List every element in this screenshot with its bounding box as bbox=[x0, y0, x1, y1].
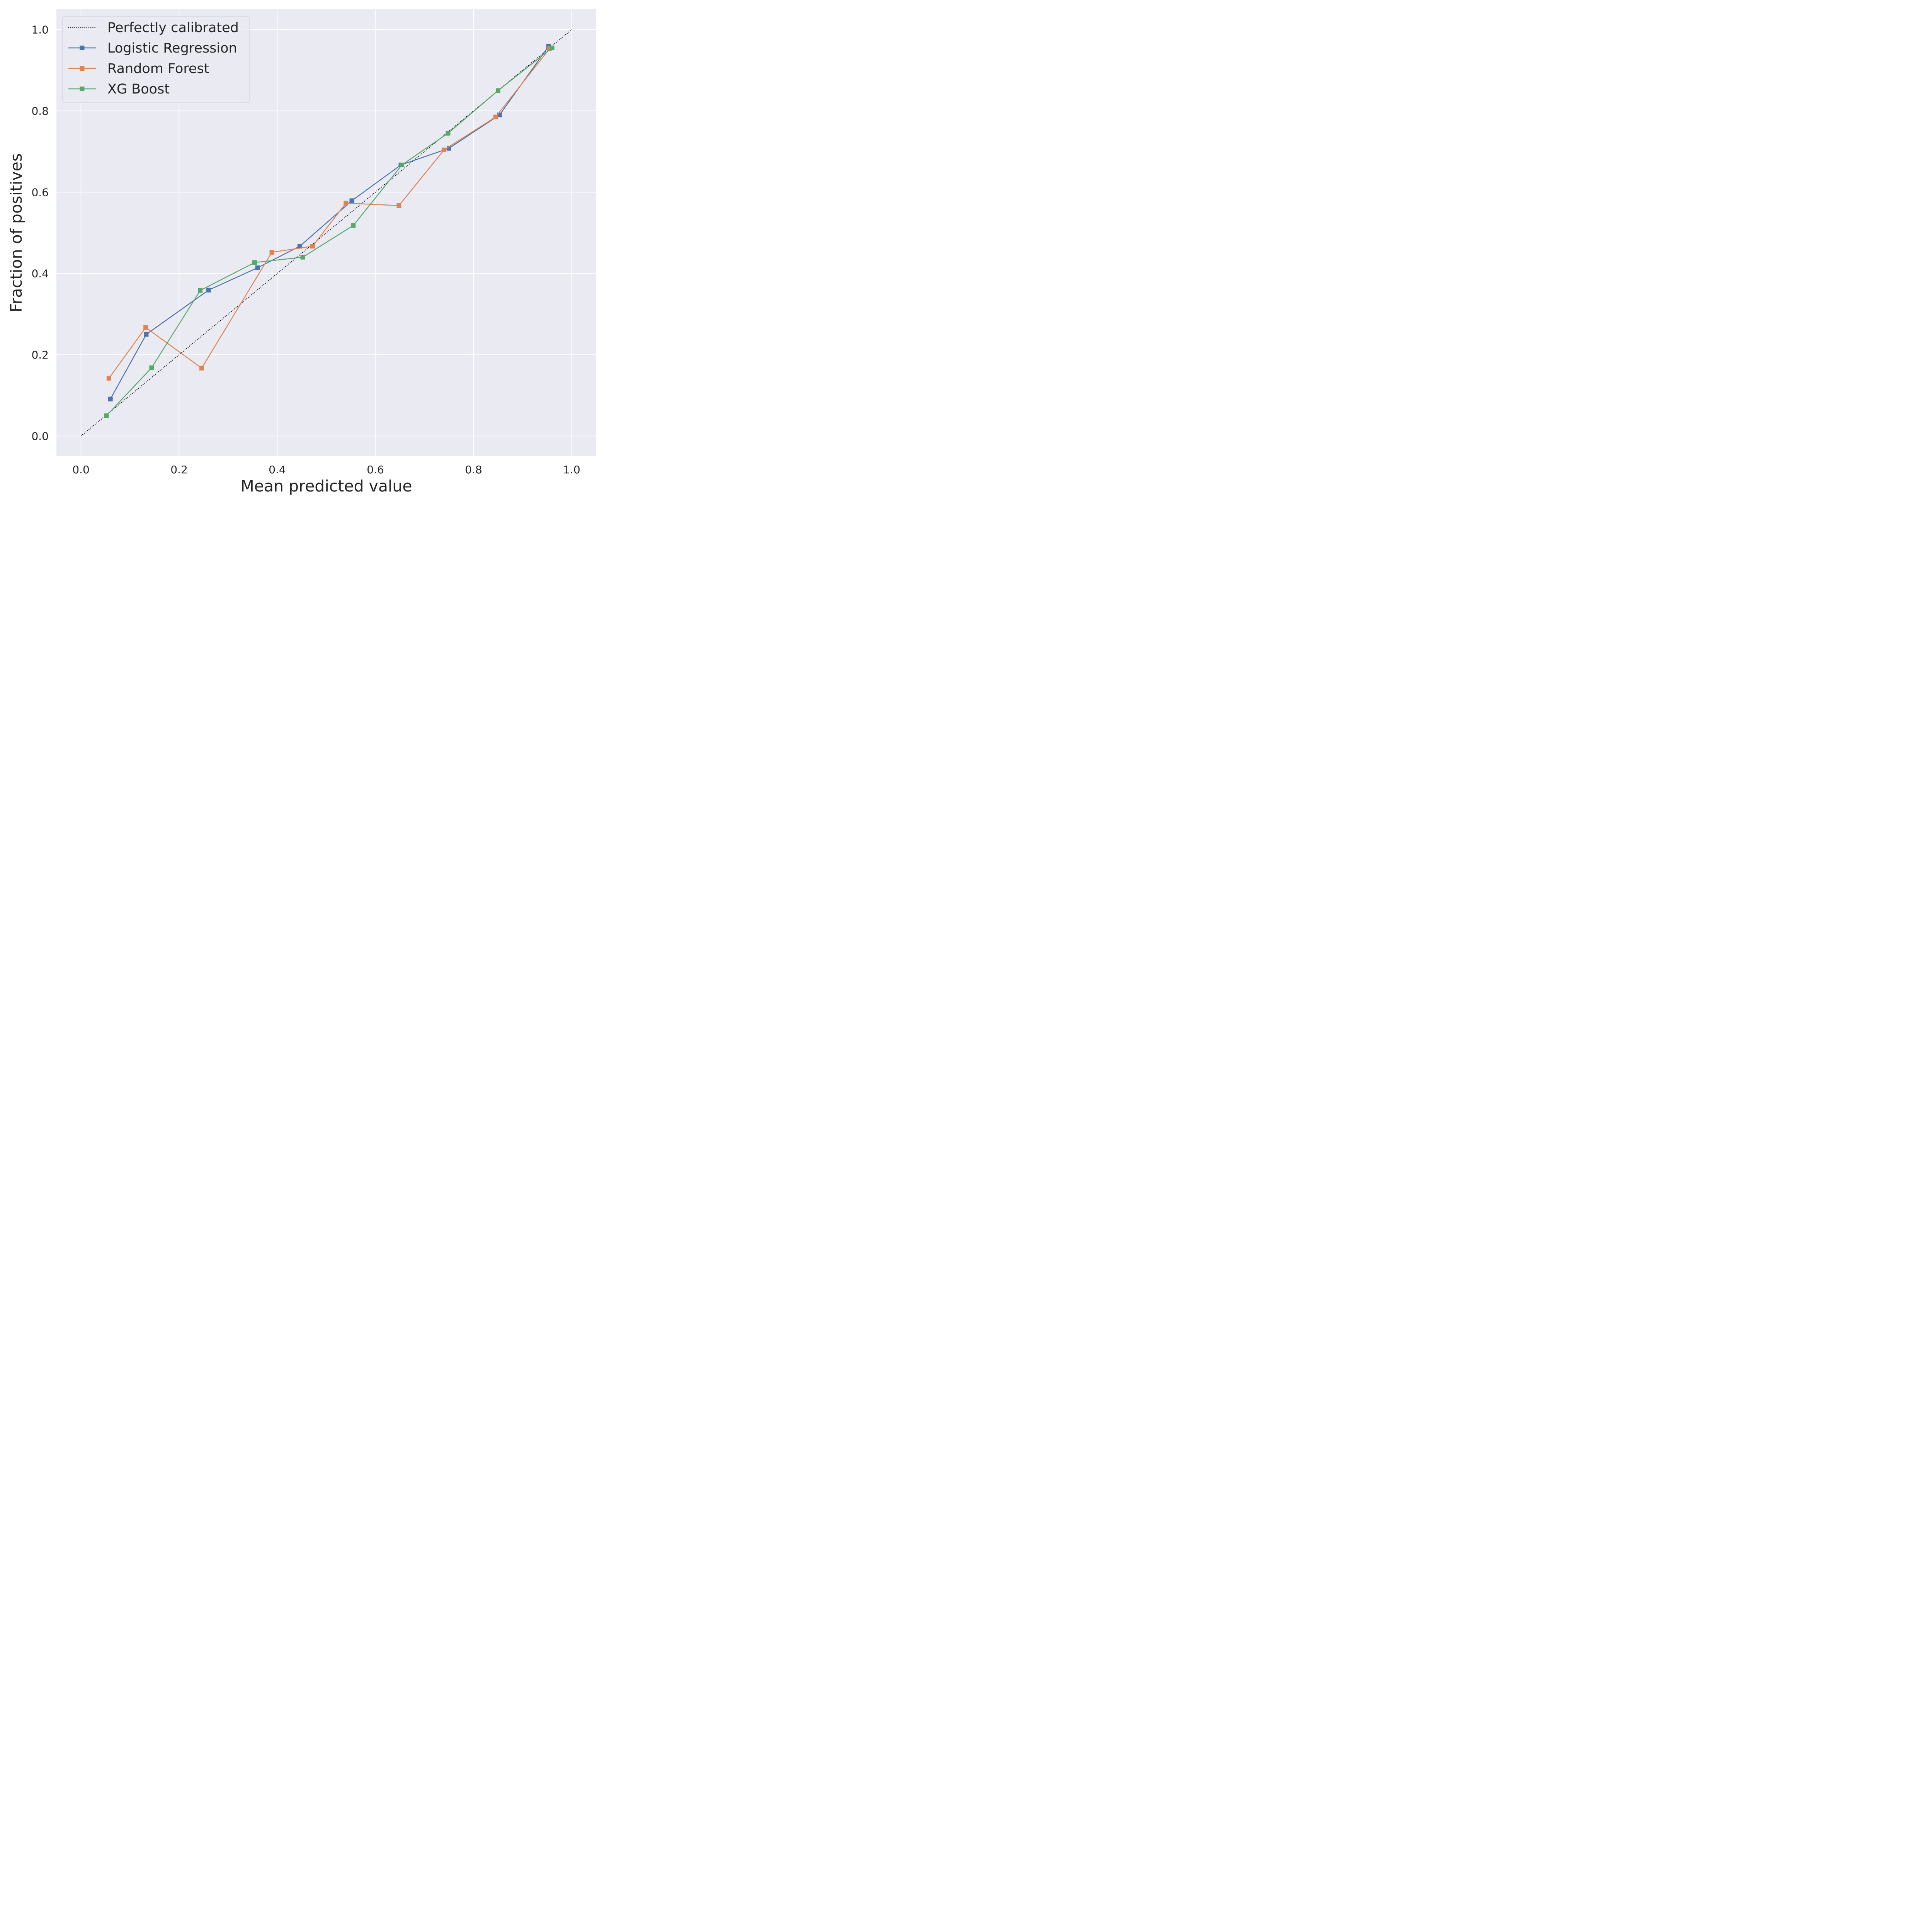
y-tick-label: 0.4 bbox=[31, 267, 49, 280]
y-tick-label: 1.0 bbox=[31, 24, 49, 36]
x-tick-label: 1.0 bbox=[563, 463, 580, 476]
xg-boost-point bbox=[400, 162, 405, 167]
xg-boost-line bbox=[106, 47, 553, 416]
y-tick-label: 0.6 bbox=[31, 186, 49, 199]
x-tick-label: 0.2 bbox=[170, 463, 188, 476]
random-forest-point bbox=[269, 250, 274, 255]
xg-boost-point bbox=[549, 45, 554, 50]
grid bbox=[56, 9, 596, 456]
xg-boost-point bbox=[252, 260, 257, 265]
xg-boost-point bbox=[300, 255, 305, 260]
x-axis-label: Mean predicted value bbox=[240, 477, 412, 495]
random-forest-point bbox=[143, 325, 148, 330]
xg-boost-point bbox=[351, 223, 356, 228]
random-forest-point bbox=[442, 147, 447, 152]
series-group bbox=[104, 44, 554, 418]
legend-label-random-forest: Random Forest bbox=[107, 61, 209, 77]
logistic-regression-point bbox=[255, 265, 260, 270]
legend: Perfectly calibrated Logistic Regression R… bbox=[62, 16, 250, 103]
random-forest-point bbox=[106, 376, 111, 381]
random-forest-point bbox=[310, 244, 315, 249]
y-tick-label: 0.0 bbox=[31, 430, 49, 442]
xg-boost-point bbox=[446, 131, 451, 136]
xg-boost-point bbox=[198, 288, 203, 293]
y-axis-label: Fraction of positives bbox=[7, 153, 26, 312]
random-forest-line bbox=[108, 48, 550, 379]
legend-marker-xg-boost bbox=[80, 87, 85, 91]
series-xg-boost bbox=[104, 45, 554, 418]
legend-marker-logistic-regression bbox=[80, 46, 85, 50]
series-logistic-regression bbox=[108, 44, 551, 401]
random-forest-point bbox=[493, 114, 498, 119]
x-axis-ticks: 0.0 0.2 0.4 0.6 0.8 1.0 bbox=[72, 463, 580, 476]
random-forest-point bbox=[199, 366, 204, 371]
random-forest-point bbox=[396, 203, 401, 208]
logistic-regression-point bbox=[144, 332, 149, 337]
y-axis-ticks: 0.0 0.2 0.4 0.6 0.8 1.0 bbox=[31, 24, 49, 443]
xg-boost-point bbox=[149, 365, 154, 370]
xg-boost-point bbox=[496, 88, 500, 93]
logistic-regression-point bbox=[108, 396, 113, 401]
legend-box bbox=[62, 16, 250, 103]
y-tick-label: 0.2 bbox=[31, 349, 49, 361]
logistic-regression-point bbox=[206, 287, 211, 293]
x-tick-label: 0.0 bbox=[72, 463, 90, 476]
legend-label-logistic-regression: Logistic Regression bbox=[107, 41, 237, 56]
logistic-regression-point bbox=[349, 198, 354, 203]
logistic-regression-point bbox=[297, 244, 302, 249]
x-tick-label: 0.6 bbox=[367, 463, 384, 476]
xg-boost-point bbox=[104, 413, 109, 418]
legend-marker-random-forest bbox=[80, 66, 85, 71]
legend-label-xg-boost: XG Boost bbox=[107, 82, 170, 97]
random-forest-point bbox=[344, 201, 349, 206]
legend-label-perfectly-calibrated: Perfectly calibrated bbox=[107, 20, 239, 36]
calibration-chart: 0.0 0.2 0.4 0.6 0.8 1.0 0.0 0.2 0.4 0.6 0.8 1.0 Me… bbox=[7, 9, 596, 495]
y-tick-label: 0.8 bbox=[31, 105, 49, 117]
x-tick-label: 0.8 bbox=[465, 463, 482, 476]
logistic-regression-line bbox=[110, 46, 549, 400]
x-tick-label: 0.4 bbox=[269, 463, 286, 476]
